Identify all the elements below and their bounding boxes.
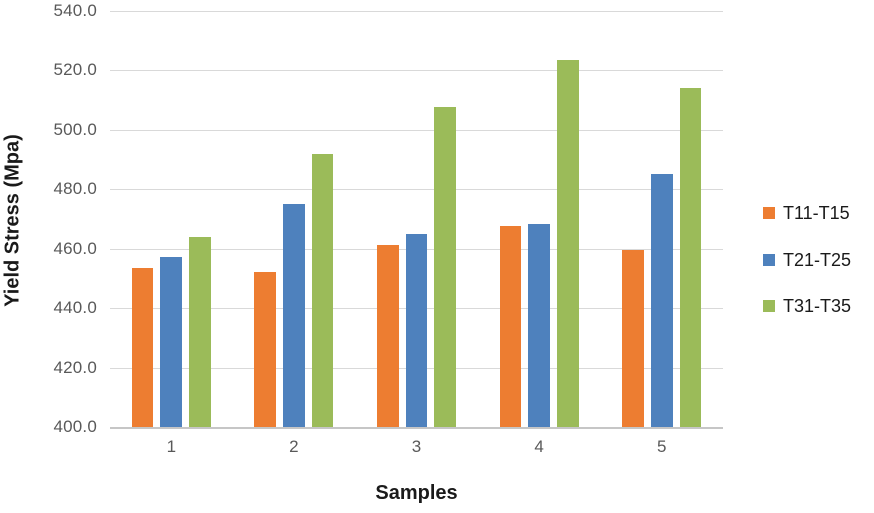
legend-swatch-icon [763, 254, 775, 266]
bar-t21-t25-sample-3 [405, 233, 428, 427]
bar-t31-t35-sample-5 [679, 88, 702, 427]
bar-t31-t35-sample-1 [189, 237, 211, 427]
gridline [110, 11, 723, 12]
bar-t21-t25-sample-2 [283, 204, 305, 427]
bar-t11-t15-sample-2 [254, 271, 277, 427]
x-tick-label: 3 [411, 437, 422, 456]
legend-label: T21-T25 [783, 249, 852, 270]
legend-item-t11-t15: T11-T15 [763, 203, 850, 223]
bar-t11-t15-sample-1 [131, 268, 154, 427]
bar-t31-t35-sample-2 [311, 154, 334, 427]
y-tick-label: 400.0 [53, 417, 97, 436]
x-tick-label: 1 [166, 437, 177, 456]
x-tick-label: 4 [534, 437, 544, 456]
plot-area [110, 11, 723, 429]
y-tick-label: 460.0 [53, 238, 97, 258]
y-tick-label: 500.0 [53, 119, 97, 139]
legend-item-t31-t35: T31-T35 [763, 296, 851, 316]
gridline [110, 70, 723, 72]
legend-swatch-icon [763, 300, 775, 312]
legend-label: T11-T15 [783, 202, 850, 223]
legend-swatch-icon [763, 207, 775, 219]
bar-t11-t15-sample-4 [499, 226, 522, 427]
bar-t11-t15-sample-5 [622, 249, 644, 427]
x-axis-title: Samples [375, 482, 458, 504]
legend-label: T31-T35 [783, 295, 852, 316]
y-tick-label: 520.0 [53, 60, 97, 80]
x-tick-label: 5 [656, 437, 667, 456]
bar-t21-t25-sample-1 [160, 256, 183, 427]
legend-item-t21-t25: T21-T25 [763, 250, 851, 270]
gridline [110, 189, 723, 191]
x-axis-line [110, 427, 723, 429]
y-tick-label: 440.0 [53, 298, 97, 318]
gridline [110, 129, 723, 131]
bar-t21-t25-sample-5 [650, 173, 673, 427]
x-tick-label: 2 [289, 437, 299, 456]
y-tick-label: 540.0 [53, 1, 97, 20]
y-axis-tick-labels: 540.0 520.0 500.0 480.0 460.0 440.0 420.0 400.0 [0, 1, 97, 436]
y-tick-label: 420.0 [53, 357, 97, 377]
bar-t11-t15-sample-3 [376, 244, 399, 427]
x-axis-tick-labels: 1 2 3 4 5 [110, 437, 723, 461]
legend: T11-T15 T21-T25 T31-T35 [763, 0, 874, 513]
bar-t31-t35-sample-4 [556, 60, 579, 427]
y-tick-label: 480.0 [53, 179, 97, 199]
bar-t21-t25-sample-4 [528, 223, 550, 427]
bar-t31-t35-sample-3 [434, 106, 457, 427]
